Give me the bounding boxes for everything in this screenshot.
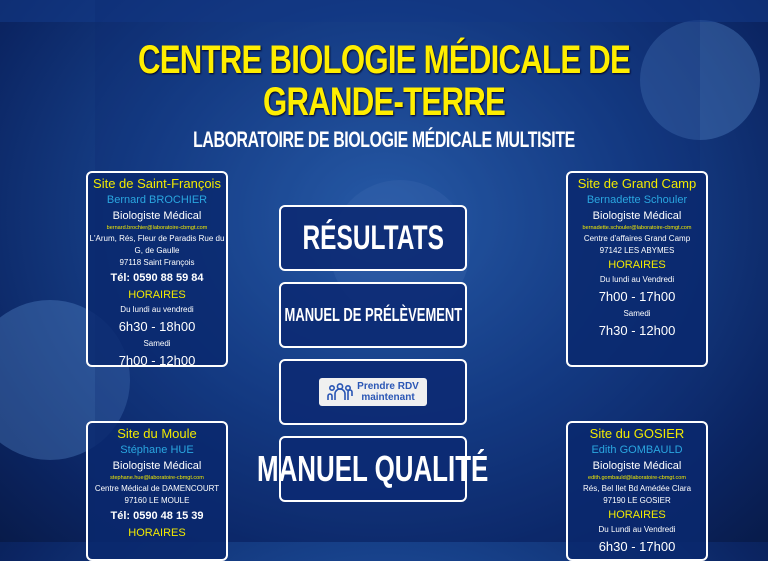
appointment-badge[interactable]: Prendre RDV maintenant — [319, 378, 427, 406]
site-name: Site du GOSIER — [589, 426, 685, 441]
address: Rés, Bel Ilet Bd Amédée Clara — [582, 484, 692, 493]
saturday-label: Samedi — [623, 309, 651, 318]
results-label: RÉSULTATS — [302, 218, 444, 257]
postal-city: 97160 LE MOULE — [124, 496, 190, 505]
quality-manual-label: MANUEL QUALITÉ — [257, 448, 489, 489]
biologist-name: Edith GOMBAULD — [591, 444, 683, 456]
phone: Tél: 0590 88 59 84 — [110, 272, 204, 284]
weekday-hours: 6h30 - 18h00 — [118, 319, 196, 334]
appointment-line2: maintenant — [361, 392, 415, 403]
hours-heading: HORAIRES — [128, 289, 186, 301]
weekday-hours: 7h00 - 17h00 — [598, 289, 676, 304]
appointment-line1: Prendre RDV — [357, 381, 419, 392]
site-card-le-moule: Site du Moule Stéphane HUE Biologiste Mé… — [86, 421, 228, 561]
biologist-name: Stéphane HUE — [120, 444, 194, 456]
site-name: Site de Saint-François — [93, 176, 221, 191]
people-icon — [327, 383, 353, 400]
address: Centre Médical de DAMENCOURT — [94, 484, 220, 493]
site-card-gosier: Site du GOSIER Edith GOMBAULD Biologiste… — [566, 421, 708, 561]
role: Biologiste Médical — [592, 210, 682, 222]
email-link[interactable]: bernadette.schouler@laboratoire-cbmgt.co… — [582, 225, 692, 231]
email-link[interactable]: bernard.brochier@laboratoire-cbmgt.com — [106, 225, 208, 231]
site-card-saint-francois: Site de Saint-François Bernard BROCHIER … — [86, 171, 228, 367]
hours-heading: HORAIRES — [608, 509, 666, 521]
role: Biologiste Médical — [112, 460, 202, 472]
page-subtitle: LABORATOIRE DE BIOLOGIE MÉDICALE MULTISI… — [193, 127, 575, 152]
saturday-hours: 7h00 - 12h00 — [118, 353, 196, 367]
postal-city: 97190 LE GOSIER — [603, 496, 671, 505]
saturday-hours: 7h30 - 12h00 — [598, 323, 676, 338]
email-link[interactable]: stephane.hue@laboratoire-cbmgt.com — [110, 475, 204, 481]
top-band — [0, 0, 768, 22]
postal-city: 97118 Saint François — [119, 258, 195, 267]
saturday-label: Samedi — [143, 339, 171, 348]
sampling-manual-button[interactable]: MANUEL DE PRÉLÈVEMENT — [279, 282, 467, 348]
book-appointment-button[interactable]: Prendre RDV maintenant — [279, 359, 467, 425]
weekday-hours: 6h30 - 17h00 — [598, 539, 676, 554]
role: Biologiste Médical — [112, 210, 202, 222]
postal-city: 97142 LES ABYMES — [599, 246, 675, 255]
hours-heading: HORAIRES — [128, 527, 186, 539]
address: L'Arum, Rés, Fleur de Paradis Rue du G, … — [89, 234, 225, 255]
cell-decoration — [640, 20, 760, 140]
sampling-manual-label: MANUEL DE PRÉLÈVEMENT — [284, 304, 462, 325]
page-title-line1: CENTRE BIOLOGIE MÉDICALE DE — [137, 38, 631, 82]
role: Biologiste Médical — [592, 460, 682, 472]
weekday-label: Du lundi au vendredi — [120, 305, 194, 314]
phone: Tél: 0590 48 15 39 — [110, 510, 204, 522]
weekday-label: Du lundi au Vendredi — [599, 275, 675, 284]
biologist-name: Bernard BROCHIER — [106, 194, 208, 206]
site-name: Site du Moule — [117, 426, 197, 441]
site-name: Site de Grand Camp — [577, 176, 697, 191]
address: Centre d'affaires Grand Camp — [583, 234, 691, 243]
biologist-name: Bernadette Schouler — [586, 194, 688, 206]
page-title-line2: GRANDE-TERRE — [263, 80, 506, 124]
site-card-grand-camp: Site de Grand Camp Bernadette Schouler B… — [566, 171, 708, 367]
quality-manual-button[interactable]: MANUEL QUALITÉ — [257, 436, 489, 502]
results-button[interactable]: RÉSULTATS — [279, 205, 467, 271]
email-link[interactable]: edith.gombauld@laboratoire-cbmgt.com — [588, 475, 686, 481]
hours-heading: HORAIRES — [608, 259, 666, 271]
weekday-label: Du Lundi au Vendredi — [598, 525, 676, 534]
